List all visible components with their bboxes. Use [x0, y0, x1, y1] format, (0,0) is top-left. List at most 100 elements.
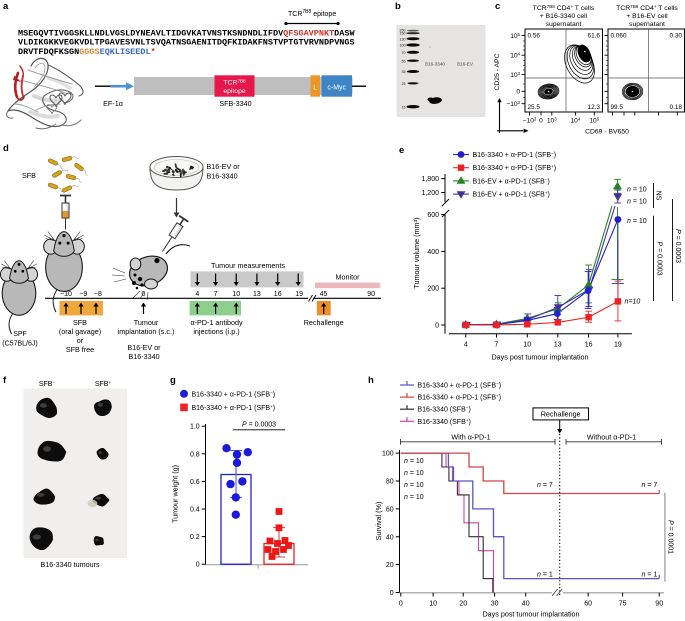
- svg-text:SFB free: SFB free: [66, 345, 94, 354]
- svg-text:SFB+: SFB+: [95, 380, 112, 389]
- svg-text:60: 60: [584, 601, 592, 608]
- svg-text:400: 400: [427, 249, 439, 256]
- svg-text:e: e: [399, 145, 404, 156]
- svg-text:c-Myc: c-Myc: [327, 85, 346, 92]
- svg-text:100: 100: [400, 44, 406, 48]
- svg-text:−103: −103: [506, 100, 520, 109]
- svg-text:P = 0.0003: P = 0.0003: [656, 241, 663, 275]
- svg-text:90: 90: [655, 601, 663, 608]
- svg-text:B16-EV or: B16-EV or: [127, 343, 161, 352]
- svg-text:n = 7: n = 7: [537, 482, 553, 489]
- svg-text:19: 19: [614, 342, 622, 349]
- svg-text:c: c: [495, 1, 500, 12]
- svg-text:f: f: [3, 375, 7, 386]
- svg-text:B16-3340 + α-PD-1 (SFB−): B16-3340 + α-PD-1 (SFB−): [192, 390, 276, 399]
- svg-text:Days post tumour implantation: Days post tumour implantation: [491, 353, 588, 362]
- svg-text:L: L: [313, 85, 317, 92]
- svg-text:α-PD-1 antibody: α-PD-1 antibody: [190, 318, 243, 327]
- svg-text:SFB-3340: SFB-3340: [219, 99, 251, 108]
- svg-text:10: 10: [523, 342, 531, 349]
- svg-text:TCR7B8 epitope: TCR7B8 epitope: [288, 9, 336, 18]
- svg-text:25.5: 25.5: [528, 104, 541, 111]
- svg-text:With α-PD-1: With α-PD-1: [451, 433, 490, 442]
- svg-text:Without α-PD-1: Without α-PD-1: [587, 433, 636, 442]
- svg-text:SFB: SFB: [73, 318, 87, 327]
- svg-text:0: 0: [399, 601, 403, 608]
- svg-text:SPF: SPF: [13, 331, 27, 338]
- svg-text:TCR7B8 CD4+ T cells: TCR7B8 CD4+ T cells: [533, 4, 595, 13]
- svg-text:VLDIKGKKVEGKVDLTPGAVESVNLTSVQA: VLDIKGKKVEGKVDLTPGAVESVNLTSVQATNSGAENITD…: [18, 39, 355, 48]
- svg-text:Tumour measurements: Tumour measurements: [211, 261, 285, 270]
- svg-text:B16-3340: B16-3340: [425, 62, 445, 67]
- svg-text:130: 130: [400, 37, 406, 41]
- svg-text:20: 20: [459, 601, 467, 608]
- svg-text:40: 40: [522, 601, 530, 608]
- svg-text:103: 103: [510, 70, 520, 79]
- svg-text:B16-3340 + α-PD-1 (SFB+): B16-3340 + α-PD-1 (SFB+): [418, 393, 502, 402]
- svg-text:−9: −9: [79, 291, 87, 298]
- svg-text:Days post tumour implantation: Days post tumour implantation: [482, 610, 579, 619]
- svg-text:B16-3340 tumours: B16-3340 tumours: [40, 560, 100, 569]
- svg-text:implantation (s.c.): implantation (s.c.): [118, 327, 175, 336]
- svg-text:0.6: 0.6: [190, 479, 200, 486]
- svg-text:Tumour weight (g): Tumour weight (g): [171, 465, 180, 523]
- svg-text:0: 0: [390, 590, 394, 597]
- svg-text:B16-3340 + α-PD-1 (SFB−): B16-3340 + α-PD-1 (SFB−): [418, 381, 502, 390]
- svg-text:35: 35: [402, 70, 406, 74]
- svg-text:4: 4: [464, 342, 468, 349]
- svg-text:or: or: [77, 336, 84, 345]
- svg-text:SFB: SFB: [22, 171, 36, 180]
- svg-text:CD69 - BV650: CD69 - BV650: [585, 129, 629, 136]
- svg-text:B16-3340 + α-PD-1 (SFB−): B16-3340 + α-PD-1 (SFB−): [473, 151, 557, 160]
- svg-text:104: 104: [571, 116, 581, 125]
- svg-text:61.6: 61.6: [588, 33, 601, 40]
- svg-text:h: h: [368, 375, 374, 386]
- svg-text:B16-EV + α-PD-1 (SFB−): B16-EV + α-PD-1 (SFB−): [473, 177, 550, 186]
- svg-text:13: 13: [253, 291, 261, 298]
- svg-text:0.2: 0.2: [190, 534, 200, 541]
- svg-text:15: 15: [402, 105, 406, 109]
- svg-text:90: 90: [367, 291, 375, 298]
- svg-text:Rechallenge: Rechallenge: [304, 318, 344, 327]
- svg-text:+ B16-3340 cell: + B16-3340 cell: [540, 13, 588, 20]
- svg-text:20: 20: [386, 562, 394, 569]
- svg-text:+ B16-EV cell: + B16-EV cell: [626, 13, 668, 20]
- svg-text:200: 200: [427, 286, 439, 293]
- svg-text:0.060: 0.060: [611, 33, 627, 40]
- svg-text:n = 10: n = 10: [404, 494, 424, 501]
- svg-text:60: 60: [386, 506, 394, 513]
- svg-text:B16-3340 (SFB+): B16-3340 (SFB+): [418, 417, 471, 426]
- svg-text:105: 105: [510, 31, 520, 40]
- svg-text:Tumour volume (mm3): Tumour volume (mm3): [412, 217, 421, 288]
- svg-text:n = 1: n = 1: [642, 572, 658, 579]
- svg-text:75: 75: [619, 601, 627, 608]
- svg-text:n = 10: n = 10: [627, 187, 647, 194]
- svg-text:CD25 - APC: CD25 - APC: [494, 53, 501, 90]
- svg-text:B16-3340: B16-3340: [128, 352, 159, 361]
- svg-text:TCR7B8 CD4+ T cells: TCR7B8 CD4+ T cells: [616, 4, 678, 13]
- svg-text:Monitor: Monitor: [336, 273, 361, 282]
- svg-text:0: 0: [435, 323, 439, 330]
- svg-text:d: d: [3, 143, 9, 154]
- svg-text:Tumour: Tumour: [134, 318, 159, 327]
- svg-text:1.0: 1.0: [190, 424, 200, 431]
- svg-text:25: 25: [402, 82, 406, 86]
- svg-text:n = 10: n = 10: [404, 482, 424, 489]
- svg-text:g: g: [170, 375, 176, 386]
- svg-text:0: 0: [516, 89, 520, 96]
- svg-text:SFB−: SFB−: [39, 380, 56, 389]
- svg-text:100: 100: [382, 451, 394, 458]
- svg-text:TCR7B8: TCR7B8: [223, 78, 246, 87]
- svg-text:12.3: 12.3: [588, 104, 601, 111]
- svg-text:(C57BL/6J): (C57BL/6J): [2, 341, 37, 348]
- svg-text:B16-EV + α-PD-1 (SFB+): B16-EV + α-PD-1 (SFB+): [473, 190, 550, 199]
- svg-text:99.5: 99.5: [611, 104, 624, 111]
- svg-text:B16-3340: B16-3340: [207, 172, 238, 181]
- svg-text:55: 55: [402, 59, 406, 63]
- svg-text:MSEGQVTIVGGSKLLNDLVGSLDYNEAVLT: MSEGQVTIVGGSKLLNDLVGSLDYNEAVLTIDGVKATVNS…: [18, 30, 355, 39]
- svg-text:600: 600: [427, 212, 439, 219]
- svg-text:1,200: 1,200: [421, 190, 439, 197]
- svg-text:0.30: 0.30: [670, 33, 683, 40]
- svg-text:30: 30: [491, 601, 499, 608]
- svg-text:−10: −10: [60, 291, 72, 298]
